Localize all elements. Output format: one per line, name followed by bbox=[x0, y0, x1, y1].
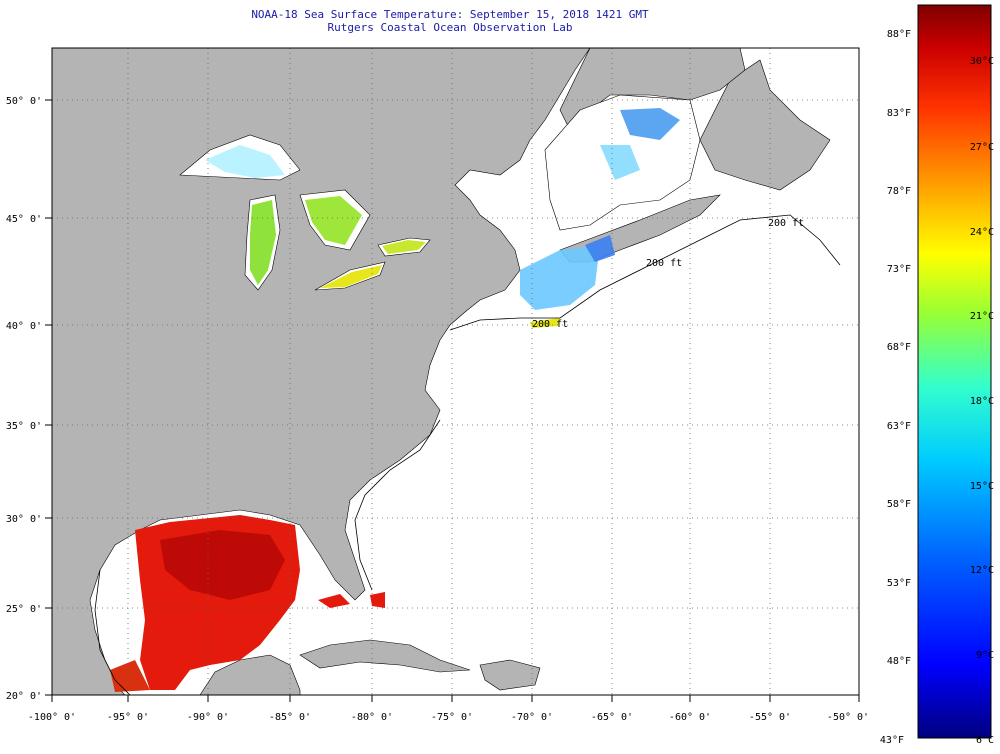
sst-ontario bbox=[382, 240, 426, 254]
latitude-labels: 50° 0' 45° 0' 40° 0' 35° 0' 30° 0' 25° 0… bbox=[6, 96, 42, 702]
shelf-contour-south bbox=[354, 419, 441, 591]
shelf-contour bbox=[449, 214, 841, 331]
cuba-land bbox=[299, 639, 471, 673]
celsius-label: 24°C bbox=[970, 227, 994, 238]
sst-bay-of-fundy bbox=[585, 235, 615, 262]
celsius-label: 6°C bbox=[976, 735, 994, 746]
lon-label: -95° 0' bbox=[107, 712, 149, 723]
lon-label: -55° 0' bbox=[749, 712, 791, 723]
newfoundland-land bbox=[699, 59, 831, 191]
fahrenheit-label: 58°F bbox=[887, 499, 911, 510]
sst-erie bbox=[320, 265, 382, 288]
lon-label: -60° 0' bbox=[669, 712, 711, 723]
fahrenheit-label: 78°F bbox=[887, 186, 911, 197]
colorbar-fahrenheit-labels: 88°F 83°F 78°F 73°F 68°F 63°F 58°F 53°F … bbox=[880, 29, 911, 746]
lat-label: 45° 0' bbox=[6, 214, 42, 225]
celsius-label: 27°C bbox=[970, 142, 994, 153]
fahrenheit-label: 88°F bbox=[887, 29, 911, 40]
sst-nantucket bbox=[530, 318, 560, 328]
contour-label: 200 ft bbox=[768, 218, 804, 229]
land-and-sst bbox=[52, 48, 841, 695]
lat-label: 30° 0' bbox=[6, 514, 42, 525]
lat-label: 25° 0' bbox=[6, 604, 42, 615]
fahrenheit-label: 68°F bbox=[887, 342, 911, 353]
shelf-contour-gulf bbox=[94, 569, 131, 695]
lon-label: -80° 0' bbox=[351, 712, 393, 723]
title-line-1: NOAA-18 Sea Surface Temperature: Septemb… bbox=[251, 8, 649, 21]
title-line-2: Rutgers Coastal Ocean Observation Lab bbox=[327, 21, 573, 34]
sst-superior bbox=[205, 145, 285, 178]
lon-label: -90° 0' bbox=[187, 712, 229, 723]
color-scale-bar bbox=[917, 4, 992, 739]
longitude-labels: -100° 0' -95° 0' -90° 0' -85° 0' -80° 0'… bbox=[28, 712, 869, 723]
sst-gulf-east bbox=[600, 145, 640, 180]
sst-gulf-dark bbox=[160, 530, 285, 600]
lat-label: 50° 0' bbox=[6, 96, 42, 107]
lon-label: -85° 0' bbox=[269, 712, 311, 723]
lon-label: -70° 0' bbox=[511, 712, 553, 723]
yucatan-land bbox=[199, 654, 301, 695]
fahrenheit-label: 83°F bbox=[887, 108, 911, 119]
sst-michigan bbox=[250, 200, 276, 285]
fahrenheit-label: 73°F bbox=[887, 264, 911, 275]
sst-gulf-maine bbox=[520, 245, 600, 310]
lon-label: -65° 0' bbox=[591, 712, 633, 723]
hispaniola-land bbox=[479, 659, 541, 691]
celsius-label: 30°C bbox=[970, 56, 994, 67]
lat-label: 40° 0' bbox=[6, 321, 42, 332]
map-frame bbox=[51, 47, 860, 696]
lon-label: -100° 0' bbox=[28, 712, 76, 723]
celsius-label: 9°C bbox=[976, 650, 994, 661]
lat-label: 35° 0' bbox=[6, 421, 42, 432]
lat-label: 20° 0' bbox=[6, 691, 42, 702]
contour-label: 200 ft bbox=[532, 319, 568, 330]
sst-bahamas bbox=[370, 592, 385, 608]
sst-huron bbox=[305, 196, 362, 245]
fahrenheit-label: 53°F bbox=[887, 578, 911, 589]
sst-florida-keys bbox=[318, 594, 350, 608]
lon-label: -75° 0' bbox=[431, 712, 473, 723]
celsius-label: 12°C bbox=[970, 565, 994, 576]
colorbar-celsius-labels: 30°C 27°C 24°C 21°C 18°C 15°C 12°C 9°C 6… bbox=[970, 56, 994, 746]
fahrenheit-label: 43°F bbox=[880, 735, 904, 746]
lon-label: -50° 0' bbox=[827, 712, 869, 723]
north-america-land bbox=[52, 48, 591, 695]
map-title: NOAA-18 Sea Surface Temperature: Septemb… bbox=[200, 8, 700, 34]
sst-yucatan-west bbox=[110, 660, 150, 692]
fahrenheit-label: 48°F bbox=[887, 656, 911, 667]
celsius-label: 21°C bbox=[970, 311, 994, 322]
celsius-label: 15°C bbox=[970, 481, 994, 492]
celsius-label: 18°C bbox=[970, 396, 994, 407]
sst-gulf-st-lawrence bbox=[620, 108, 680, 140]
labrador-land bbox=[559, 48, 746, 131]
contour-label: 200 ft bbox=[646, 258, 682, 269]
fahrenheit-label: 63°F bbox=[887, 421, 911, 432]
tick-marks bbox=[45, 99, 860, 702]
